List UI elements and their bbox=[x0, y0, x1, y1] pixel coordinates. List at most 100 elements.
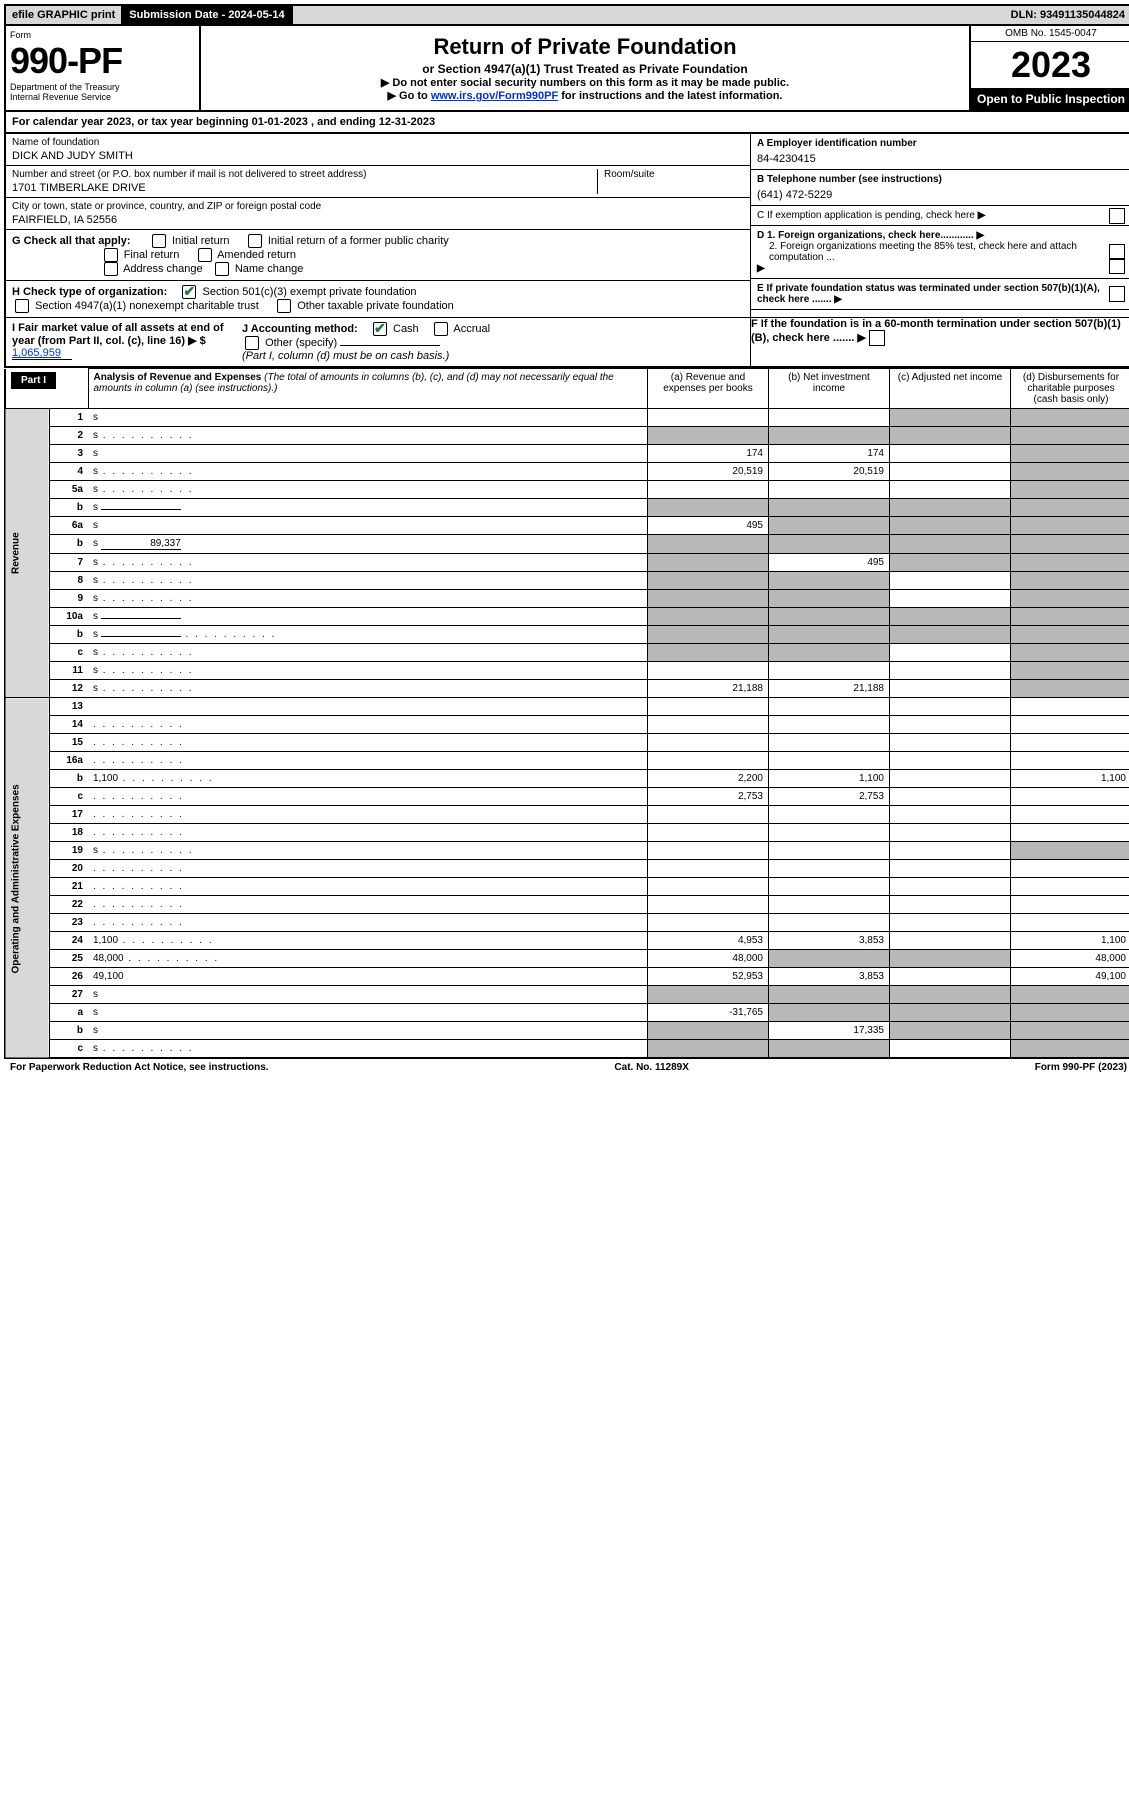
amount-cell: 48,000 bbox=[1011, 950, 1129, 968]
cb-name-change[interactable] bbox=[215, 262, 229, 276]
phone-label: B Telephone number (see instructions) bbox=[757, 174, 942, 185]
amount-cell bbox=[648, 1040, 769, 1059]
cb-address-change[interactable] bbox=[104, 262, 118, 276]
note-ssn: ▶ Do not enter social security numbers o… bbox=[207, 76, 963, 89]
amount-cell bbox=[769, 535, 890, 554]
line-number: 13 bbox=[50, 698, 89, 716]
amount-cell bbox=[648, 626, 769, 644]
amount-cell bbox=[890, 1040, 1011, 1059]
amount-cell bbox=[1011, 698, 1129, 716]
amount-cell bbox=[890, 914, 1011, 932]
table-row: 3s174174 bbox=[5, 445, 1129, 463]
amount-cell: 21,188 bbox=[769, 680, 890, 698]
line-description: s bbox=[88, 463, 648, 481]
col-c: (c) Adjusted net income bbox=[890, 369, 1011, 409]
amount-cell bbox=[769, 824, 890, 842]
line-description: s bbox=[88, 554, 648, 572]
j-label: J Accounting method: bbox=[242, 323, 358, 335]
amount-cell bbox=[769, 842, 890, 860]
amount-cell bbox=[769, 590, 890, 608]
dept-label: Department of the Treasury bbox=[10, 82, 195, 92]
amount-cell: 21,188 bbox=[648, 680, 769, 698]
cb-other-method[interactable] bbox=[245, 336, 259, 350]
amount-cell bbox=[769, 896, 890, 914]
amount-cell bbox=[648, 986, 769, 1004]
line-number: 22 bbox=[50, 896, 89, 914]
line-number: 16a bbox=[50, 752, 89, 770]
amount-cell bbox=[648, 860, 769, 878]
amount-cell bbox=[1011, 716, 1129, 734]
table-row: 2649,10052,9533,85349,100 bbox=[5, 968, 1129, 986]
cb-c[interactable] bbox=[1109, 208, 1125, 224]
line-description: 1,100 bbox=[88, 770, 648, 788]
cb-amended[interactable] bbox=[198, 248, 212, 262]
form-header: Form 990-PF Department of the Treasury I… bbox=[4, 26, 1129, 112]
amount-cell bbox=[769, 499, 890, 517]
form-link[interactable]: www.irs.gov/Form990PF bbox=[431, 90, 558, 102]
i-value[interactable]: 1,065,959 bbox=[12, 347, 72, 360]
tax-year: 2023 bbox=[971, 42, 1129, 88]
amount-cell: 1,100 bbox=[769, 770, 890, 788]
amount-cell bbox=[648, 662, 769, 680]
table-row: 8s bbox=[5, 572, 1129, 590]
line-number: 17 bbox=[50, 806, 89, 824]
amount-cell bbox=[890, 427, 1011, 445]
amount-cell bbox=[890, 481, 1011, 499]
cb-initial-return[interactable] bbox=[152, 234, 166, 248]
cb-final-return[interactable] bbox=[104, 248, 118, 262]
amount-cell bbox=[769, 662, 890, 680]
cb-4947[interactable] bbox=[15, 299, 29, 313]
amount-cell bbox=[648, 499, 769, 517]
line-description: s bbox=[88, 499, 648, 517]
table-row: 27s bbox=[5, 986, 1129, 1004]
part1-label: Part I bbox=[11, 372, 56, 389]
amount-cell bbox=[890, 950, 1011, 968]
opt-name: Name change bbox=[235, 263, 304, 275]
amount-cell bbox=[890, 716, 1011, 734]
address: 1701 TIMBERLAKE DRIVE bbox=[12, 182, 597, 194]
form-label: Form bbox=[10, 30, 195, 40]
table-row: 5as bbox=[5, 481, 1129, 499]
amount-cell bbox=[1011, 824, 1129, 842]
cb-d2[interactable] bbox=[1109, 258, 1125, 274]
amount-cell bbox=[1011, 626, 1129, 644]
opt-other-tax: Other taxable private foundation bbox=[297, 300, 454, 312]
cb-f[interactable] bbox=[869, 330, 885, 346]
line-number: 10a bbox=[50, 608, 89, 626]
amount-cell bbox=[1011, 644, 1129, 662]
cb-501c3[interactable] bbox=[182, 285, 196, 299]
cb-other-taxable[interactable] bbox=[277, 299, 291, 313]
amount-cell bbox=[890, 680, 1011, 698]
line-number: 11 bbox=[50, 662, 89, 680]
opt-final: Final return bbox=[124, 249, 180, 261]
g-section: G Check all that apply: Initial return I… bbox=[6, 230, 750, 280]
amount-cell: 3,853 bbox=[769, 932, 890, 950]
cb-initial-former[interactable] bbox=[248, 234, 262, 248]
table-row: b1,1002,2001,1001,100 bbox=[5, 770, 1129, 788]
col-d: (d) Disbursements for charitable purpose… bbox=[1011, 369, 1129, 409]
line-number: c bbox=[50, 788, 89, 806]
amount-cell bbox=[890, 409, 1011, 427]
cb-cash[interactable] bbox=[373, 322, 387, 336]
amount-cell bbox=[769, 517, 890, 535]
amount-cell: 2,753 bbox=[769, 788, 890, 806]
amount-cell bbox=[890, 878, 1011, 896]
amount-cell bbox=[1011, 986, 1129, 1004]
amount-cell bbox=[769, 644, 890, 662]
efile-print[interactable]: efile GRAPHIC print bbox=[6, 6, 123, 24]
ein-label: A Employer identification number bbox=[757, 138, 917, 149]
phone: (641) 472-5229 bbox=[757, 189, 1125, 201]
amount-cell bbox=[890, 770, 1011, 788]
amount-cell bbox=[890, 608, 1011, 626]
amount-cell: -31,765 bbox=[648, 1004, 769, 1022]
cb-accrual[interactable] bbox=[434, 322, 448, 336]
cb-e[interactable] bbox=[1109, 286, 1125, 302]
amount-cell bbox=[648, 734, 769, 752]
table-row: 21 bbox=[5, 878, 1129, 896]
table-row: 10as bbox=[5, 608, 1129, 626]
amount-cell bbox=[769, 986, 890, 1004]
amount-cell bbox=[1011, 554, 1129, 572]
table-row: 12s21,18821,188 bbox=[5, 680, 1129, 698]
amount-cell bbox=[1011, 752, 1129, 770]
amount-cell: 1,100 bbox=[1011, 932, 1129, 950]
